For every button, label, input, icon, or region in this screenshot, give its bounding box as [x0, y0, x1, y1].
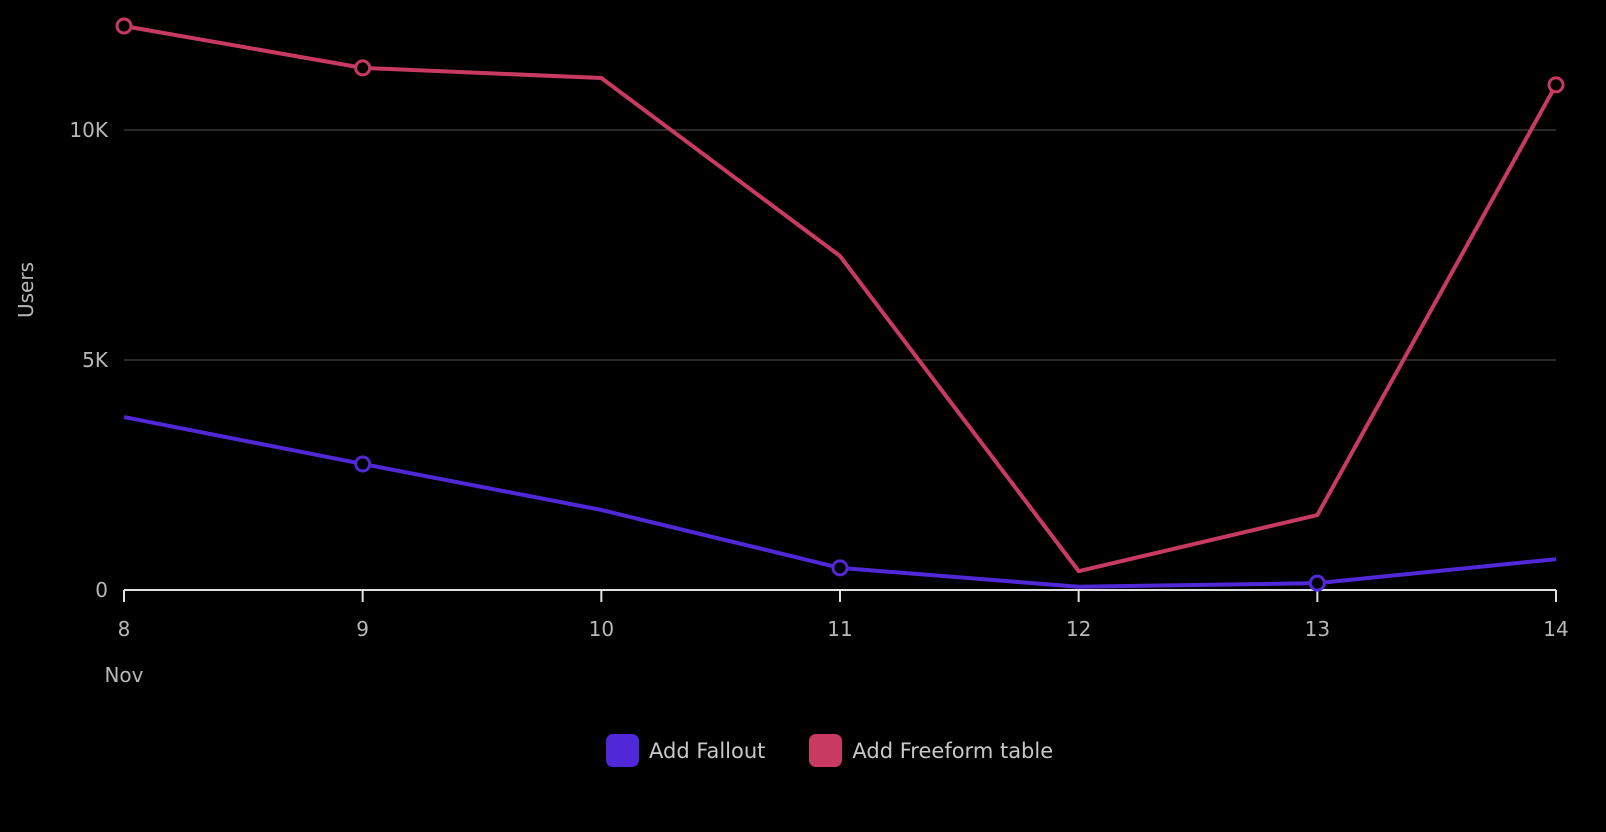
y-axis-label: Users	[14, 262, 38, 318]
x-tick-label: 9	[356, 617, 369, 641]
x-tick-label: 14	[1543, 617, 1568, 641]
y-tick-label: 5K	[82, 348, 109, 372]
data-point	[354, 59, 372, 77]
x-axis-sublabel: Nov	[104, 663, 143, 687]
legend: Add Fallout Add Freeform table	[606, 734, 1053, 767]
legend-label: Add Fallout	[649, 738, 766, 763]
data-point	[831, 559, 849, 577]
x-tick-label: 10	[589, 617, 614, 641]
x-tick-label: 13	[1305, 617, 1330, 641]
x-tick-label: 11	[827, 617, 852, 641]
legend-label: Add Freeform table	[852, 738, 1054, 763]
data-point	[1308, 574, 1326, 592]
x-tick-label: 12	[1066, 617, 1091, 641]
legend-swatch	[809, 734, 843, 767]
legend-swatch	[606, 734, 639, 767]
legend-item-add-fallout[interactable]: Add Fallout	[606, 734, 765, 767]
legend-item-add-freeform-table[interactable]: Add Freeform table	[809, 734, 1053, 767]
y-tick-label: 10K	[69, 118, 108, 142]
line-chart: 0 5K 10K 8 9 10 11 12 13 14 Users Nov	[14, 17, 1569, 687]
x-tick-label: 8	[118, 617, 131, 641]
series-line	[123, 24, 1558, 574]
data-point	[354, 455, 372, 473]
data-point	[115, 17, 133, 35]
data-point	[1547, 76, 1565, 94]
y-tick-label: 0	[95, 578, 108, 602]
